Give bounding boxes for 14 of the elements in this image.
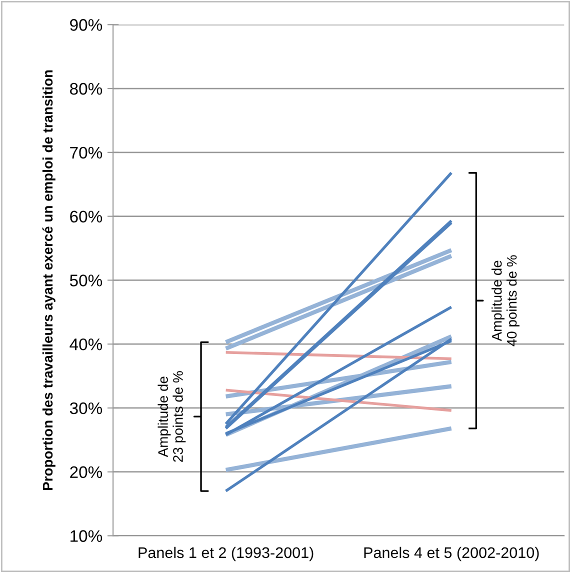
- y-tick-label: 20%: [70, 466, 102, 478]
- y-tick-label: 10%: [70, 530, 102, 542]
- y-tick-label: 40%: [70, 338, 102, 350]
- y-tick-label: 70%: [70, 146, 102, 159]
- y-tick-label: 60%: [70, 210, 102, 223]
- x-tick-label: Panels 4 et 5 (2002-2010): [364, 546, 539, 562]
- y-tick-label: 90%: [70, 19, 102, 31]
- annotation: Amplitude de 23 points de %: [158, 371, 186, 462]
- x-tick-label: Panels 1 et 2 (1993-2001): [138, 546, 314, 562]
- annotation: Amplitude de 40 points de %: [492, 255, 520, 346]
- y-tick-label: 50%: [70, 274, 102, 286]
- y-tick-label: 30%: [70, 402, 102, 414]
- y-axis-title: Proportion des travailleurs ayant exercé un emploi de transition: [42, 70, 56, 490]
- y-tick-label: 80%: [70, 82, 102, 95]
